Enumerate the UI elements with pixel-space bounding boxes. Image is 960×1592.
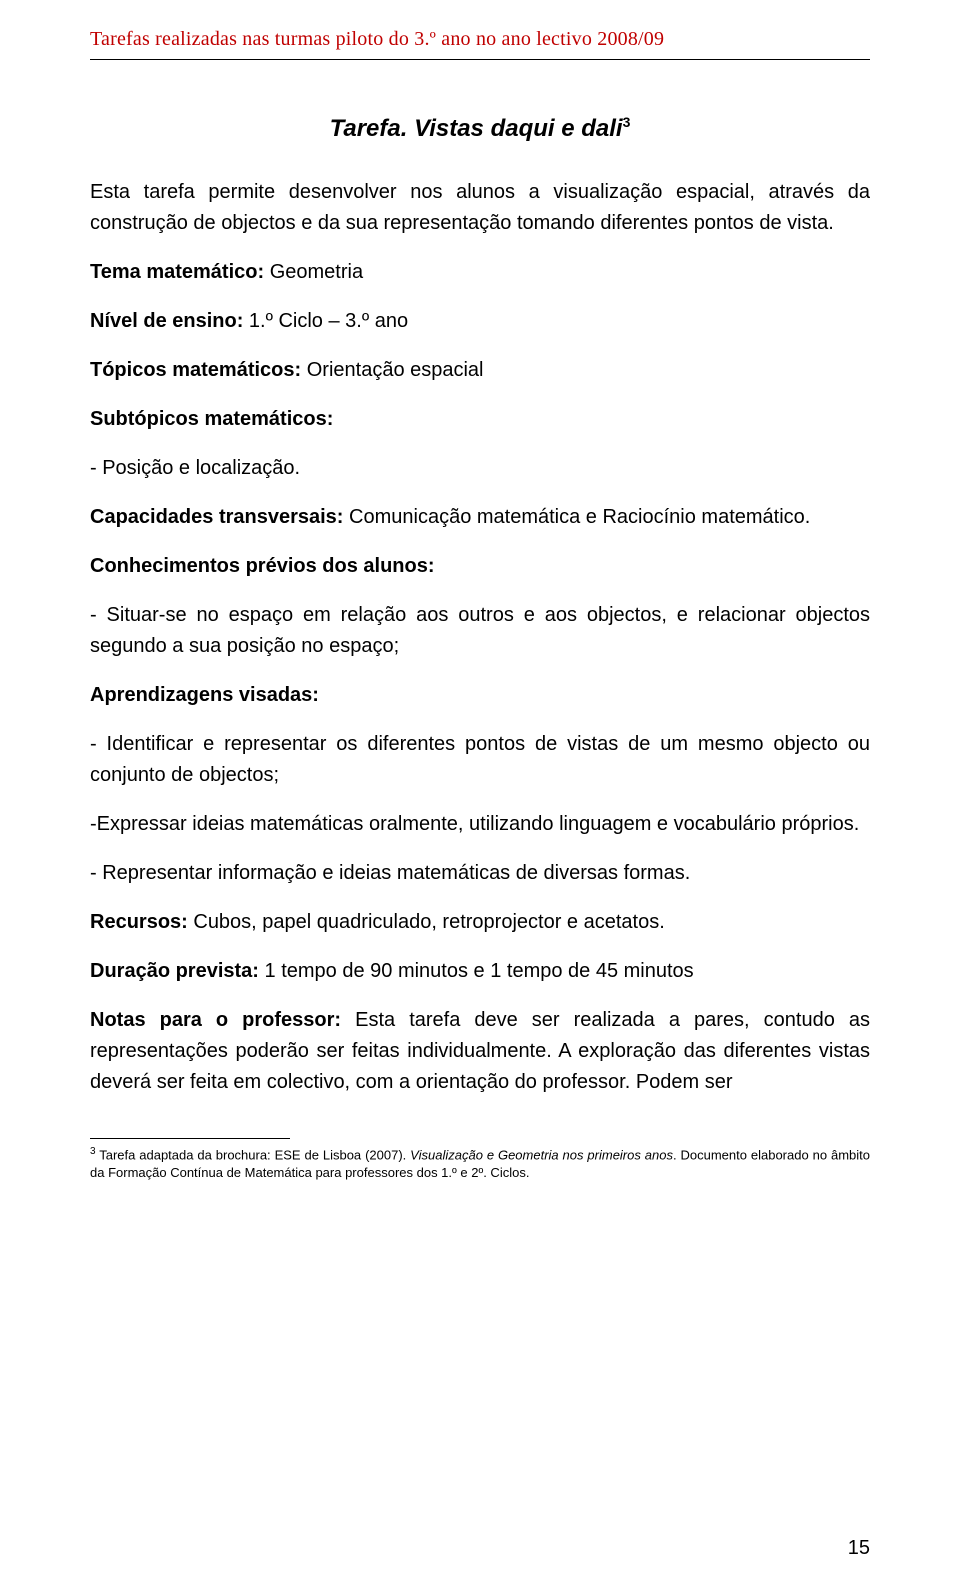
aprendizagens-item-2: -Expressar ideias matemáticas oralmente,… (90, 809, 870, 840)
aprendizagens-item-3: - Representar informação e ideias matemá… (90, 858, 870, 889)
footnote-part1: Tarefa adaptada da brochura: ESE de Lisb… (96, 1148, 411, 1163)
footnote-italic: Visualização e Geometria nos primeiros a… (410, 1148, 673, 1163)
notas-line: Notas para o professor: Esta tarefa deve… (90, 1005, 870, 1098)
subtopicos-label: Subtópicos matemáticos: (90, 408, 333, 430)
notas-label: Notas para o professor: (90, 1009, 341, 1031)
topicos-line: Tópicos matemáticos: Orientação espacial (90, 355, 870, 386)
nivel-value: 1.º Ciclo – 3.º ano (243, 310, 408, 332)
capacidades-line: Capacidades transversais: Comunicação ma… (90, 502, 870, 533)
footnote: 3 Tarefa adaptada da brochura: ESE de Li… (90, 1145, 870, 1181)
recursos-label: Recursos: (90, 911, 188, 933)
title-sup: 3 (623, 114, 631, 130)
recursos-line: Recursos: Cubos, papel quadriculado, ret… (90, 907, 870, 938)
capacidades-value: Comunicação matemática e Raciocínio mate… (343, 506, 810, 528)
aprendizagens-item-1: - Identificar e representar os diferente… (90, 729, 870, 791)
page-number: 15 (848, 1533, 870, 1564)
header-rule (90, 59, 870, 60)
duracao-line: Duração prevista: 1 tempo de 90 minutos … (90, 956, 870, 987)
aprendizagens-label-line: Aprendizagens visadas: (90, 680, 870, 711)
recursos-value: Cubos, papel quadriculado, retroprojecto… (188, 911, 665, 933)
conhecimentos-item: - Situar-se no espaço em relação aos out… (90, 600, 870, 662)
task-title: Tarefa. Vistas daqui e dali3 (90, 110, 870, 147)
conhecimentos-label: Conhecimentos prévios dos alunos: (90, 555, 435, 577)
intro-paragraph: Esta tarefa permite desenvolver nos alun… (90, 177, 870, 239)
duracao-value: 1 tempo de 90 minutos e 1 tempo de 45 mi… (259, 960, 694, 982)
capacidades-label: Capacidades transversais: (90, 506, 343, 528)
conhecimentos-label-line: Conhecimentos prévios dos alunos: (90, 551, 870, 582)
title-text: Tarefa. Vistas daqui e dali (330, 115, 623, 142)
duracao-label: Duração prevista: (90, 960, 259, 982)
subtopicos-label-line: Subtópicos matemáticos: (90, 404, 870, 435)
aprendizagens-label: Aprendizagens visadas: (90, 684, 319, 706)
tema-label: Tema matemático: (90, 261, 264, 283)
running-head: Tarefas realizadas nas turmas piloto do … (90, 24, 870, 55)
tema-line: Tema matemático: Geometria (90, 257, 870, 288)
topicos-label: Tópicos matemáticos: (90, 359, 301, 381)
topicos-value: Orientação espacial (301, 359, 483, 381)
nivel-label: Nível de ensino: (90, 310, 243, 332)
tema-value: Geometria (264, 261, 363, 283)
page: Tarefas realizadas nas turmas piloto do … (0, 0, 960, 1592)
footnote-rule (90, 1138, 290, 1139)
nivel-line: Nível de ensino: 1.º Ciclo – 3.º ano (90, 306, 870, 337)
subtopicos-item: - Posição e localização. (90, 453, 870, 484)
